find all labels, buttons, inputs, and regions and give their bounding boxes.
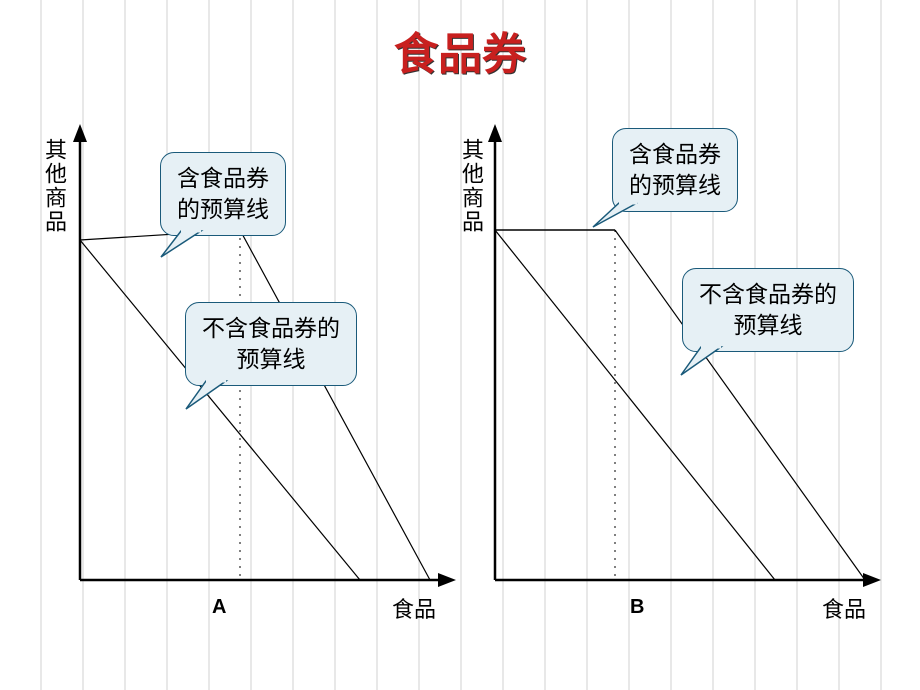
callout-without-voucher-b: 不含食品券的预算线 xyxy=(682,268,854,352)
x-axis-label-a: 食品 xyxy=(392,592,436,624)
callout-text: 含食品券的预算线 xyxy=(629,141,721,198)
callout-with-voucher-b: 含食品券的预算线 xyxy=(612,128,738,212)
page-title: 食品券 xyxy=(394,18,526,82)
callout-text: 含食品券的预算线 xyxy=(177,165,269,222)
callout-text: 不含食品券的预算线 xyxy=(202,315,340,372)
panel-label-b: B xyxy=(630,596,644,619)
y-axis-label-b: 其他商品 xyxy=(455,138,487,234)
line-with-voucher-a-poly xyxy=(80,230,430,580)
y-axis-label-a: 其他商品 xyxy=(38,138,70,234)
x-axis-label-b: 食品 xyxy=(822,592,866,624)
callout-without-voucher-a: 不含食品券的预算线 xyxy=(185,302,357,386)
callout-with-voucher-a: 含食品券的预算线 xyxy=(160,152,286,236)
panel-label-a: A xyxy=(212,596,226,619)
callout-text: 不含食品券的预算线 xyxy=(699,281,837,338)
